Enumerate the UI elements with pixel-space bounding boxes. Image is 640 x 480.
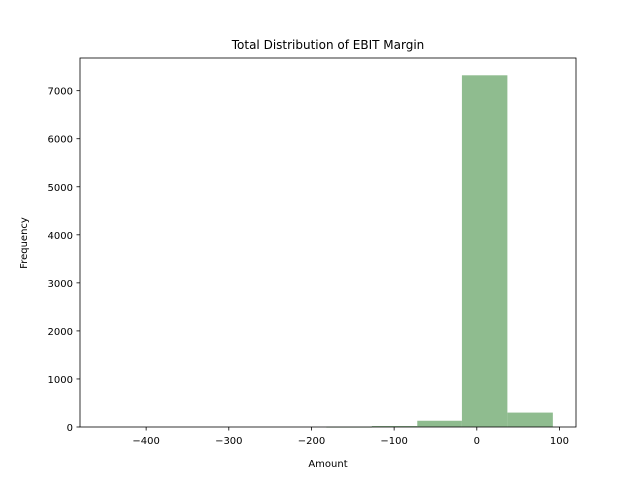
chart-title: Total Distribution of EBIT Margin <box>231 38 425 52</box>
histogram-bar-4 <box>507 412 553 427</box>
y-axis-label: Frequency <box>19 217 30 269</box>
histogram-bar-1 <box>371 426 418 427</box>
x-tick-label-3: −100 <box>380 436 407 447</box>
y-tick-label-4: 4000 <box>48 231 73 242</box>
histogram-bar-3 <box>461 75 508 427</box>
axes-group: −400 −300 −200 −100 0 10001000200030004000500… <box>48 57 577 447</box>
y-tick-label-7: 7000 <box>48 87 73 98</box>
y-tick-label-3: 3000 <box>48 279 73 290</box>
x-tick-label-1: −300 <box>215 436 242 447</box>
y-tick-label-5: 5000 <box>48 183 73 194</box>
y-tick-label-6: 6000 <box>48 135 73 146</box>
y-tick-label-2: 2000 <box>48 327 73 338</box>
bars-group <box>326 75 553 428</box>
x-tick-label-2: −200 <box>298 436 325 447</box>
x-tick-label-5: 100 <box>550 436 569 447</box>
y-tick-label-0: 0 <box>67 423 73 434</box>
histogram-bar-2 <box>417 420 462 427</box>
x-tick-label-4: 0 <box>474 436 480 447</box>
y-tick-label-1: 1000 <box>48 375 73 386</box>
plot-frame <box>79 57 577 428</box>
x-tick-label-0: −400 <box>132 436 159 447</box>
x-axis-label: Amount <box>308 459 347 470</box>
